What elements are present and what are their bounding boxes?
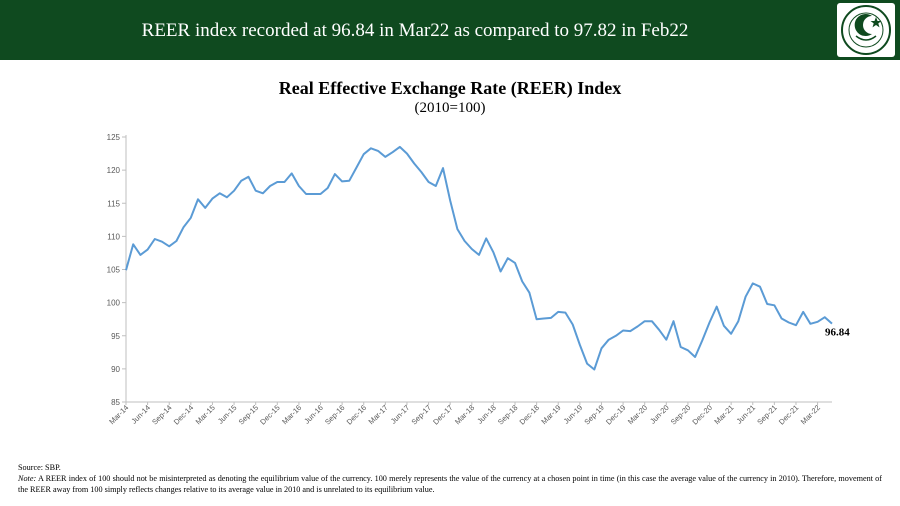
x-tick-label: Sep-19 (582, 403, 605, 426)
y-tick-label: 120 (107, 166, 121, 175)
y-tick-label: 115 (107, 199, 120, 208)
x-tick-label: Dec-17 (431, 403, 454, 426)
x-tick-label: Mar-15 (194, 403, 217, 426)
x-tick-label: Dec-20 (690, 403, 713, 426)
end-value-label: 96.84 (825, 327, 850, 339)
x-tick-label: Jun-19 (562, 403, 585, 426)
x-tick-label: Dec-15 (258, 403, 281, 426)
footer-notes: Source: SBP. Note: A REER index of 100 s… (18, 462, 882, 495)
y-tick-label: 110 (107, 232, 120, 241)
x-tick-label: Jun-20 (648, 403, 671, 426)
header-banner: REER index recorded at 96.84 in Mar22 as… (0, 0, 900, 60)
x-tick-label: Mar-22 (799, 403, 822, 426)
note-text: A REER index of 100 should not be misint… (18, 474, 882, 494)
x-tick-label: Dec-19 (604, 403, 627, 426)
x-tick-label: Jun-21 (735, 403, 758, 426)
x-tick-label: Dec-18 (518, 403, 541, 426)
x-tick-label: Dec-21 (777, 403, 800, 426)
x-tick-label: Sep-17 (410, 403, 433, 426)
x-tick-label: Dec-16 (345, 403, 368, 426)
x-tick-label: Mar-17 (367, 403, 390, 426)
disclaimer-note: Note: A REER index of 100 should not be … (18, 473, 882, 495)
x-tick-label: Sep-21 (755, 403, 778, 426)
x-tick-label: Dec-14 (172, 403, 195, 426)
x-tick-label: Jun-14 (129, 403, 152, 426)
x-tick-label: Sep-16 (323, 403, 346, 426)
y-tick-label: 105 (107, 266, 121, 275)
x-tick-label: Sep-15 (237, 403, 260, 426)
y-tick-label: 100 (107, 299, 121, 308)
reer-series-line (125, 145, 833, 371)
y-tick-label: 85 (111, 398, 120, 407)
x-tick-label: Jun-18 (475, 403, 498, 426)
sbp-logo-icon (837, 3, 895, 57)
chart-title: Real Effective Exchange Rate (REER) Inde… (278, 78, 622, 98)
x-tick-label: Jun-15 (216, 403, 239, 426)
x-tick-label: Mar-19 (539, 403, 562, 426)
y-tick-label: 95 (111, 332, 120, 341)
source-note: Source: SBP. (18, 463, 61, 472)
x-tick-label: Sep-20 (669, 403, 692, 426)
x-tick-label: Mar-16 (280, 403, 303, 426)
chart-subtitle: (2010=100) (414, 100, 486, 116)
x-tick-label: Mar-21 (712, 403, 735, 426)
x-tick-label: Sep-18 (496, 403, 519, 426)
x-tick-label: Sep-14 (150, 403, 173, 426)
x-tick-label: Mar-20 (626, 403, 649, 426)
y-tick-label: 125 (107, 133, 121, 142)
note-label: Note: (18, 474, 37, 483)
headline: REER index recorded at 96.84 in Mar22 as… (141, 20, 689, 41)
x-tick-label: Mar-18 (453, 403, 476, 426)
y-tick-label: 90 (111, 365, 120, 374)
x-tick-label: Jun-17 (389, 403, 412, 426)
x-tick-label: Jun-16 (302, 403, 325, 426)
